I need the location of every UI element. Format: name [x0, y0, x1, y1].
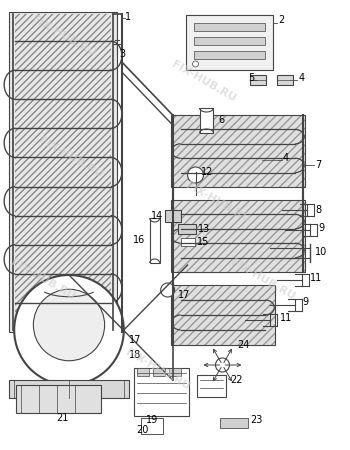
Text: 8: 8	[315, 205, 321, 215]
Bar	[164, 210, 181, 222]
Text: 22: 22	[230, 375, 243, 385]
Bar	[194, 23, 265, 31]
Text: 4: 4	[282, 153, 288, 163]
Bar	[9, 380, 129, 398]
Text: 11: 11	[280, 313, 293, 323]
Text: 7: 7	[315, 160, 321, 170]
Bar	[171, 200, 305, 272]
Bar	[171, 200, 305, 272]
Text: 4: 4	[298, 73, 304, 83]
Bar	[150, 218, 160, 263]
Bar	[177, 224, 196, 234]
Text: FIX-HUB.RU: FIX-HUB.RU	[9, 256, 77, 302]
Text: 6: 6	[218, 115, 225, 125]
Bar	[199, 108, 213, 133]
Text: FIX-HUB.RU: FIX-HUB.RU	[170, 58, 237, 104]
Text: 12: 12	[201, 167, 213, 177]
Text: 2: 2	[278, 15, 285, 25]
Bar	[171, 285, 275, 345]
Circle shape	[216, 358, 230, 372]
Text: 17: 17	[129, 335, 141, 345]
Bar	[250, 75, 266, 85]
Circle shape	[33, 289, 105, 361]
Bar	[194, 37, 265, 45]
Text: 16: 16	[133, 235, 145, 245]
Text: FIX-HUB.RU: FIX-HUB.RU	[124, 346, 192, 392]
Bar	[262, 155, 278, 165]
Bar	[171, 115, 305, 187]
Bar	[171, 200, 305, 272]
Bar	[171, 115, 305, 187]
Bar	[171, 115, 305, 187]
Text: 3: 3	[119, 49, 125, 59]
Text: 21: 21	[56, 413, 68, 423]
Text: 10: 10	[315, 247, 327, 257]
Text: FIX-HUB.RU: FIX-HUB.RU	[184, 180, 251, 225]
Circle shape	[14, 275, 124, 385]
Text: 14: 14	[151, 211, 163, 221]
Text: 9: 9	[302, 297, 308, 307]
Circle shape	[188, 167, 203, 183]
Text: FIX-HUB.RU: FIX-HUB.RU	[30, 14, 98, 58]
Bar	[194, 51, 265, 59]
Bar	[16, 385, 101, 413]
Text: 19: 19	[146, 415, 158, 425]
Text: 23: 23	[250, 415, 263, 425]
Bar	[186, 15, 273, 70]
Text: 15: 15	[197, 237, 209, 247]
Bar	[277, 75, 293, 85]
Bar	[153, 368, 164, 376]
Bar	[134, 368, 189, 416]
Bar	[171, 285, 275, 345]
Text: 20: 20	[136, 425, 148, 435]
Bar	[9, 12, 117, 332]
Text: FIX-HUB.RU: FIX-HUB.RU	[37, 135, 105, 180]
Text: 24: 24	[237, 340, 250, 350]
Text: 17: 17	[177, 290, 190, 300]
Bar	[141, 418, 163, 434]
Circle shape	[161, 283, 175, 297]
Bar	[15, 14, 111, 330]
Bar	[171, 285, 275, 345]
Text: FIX-HUB.RU: FIX-HUB.RU	[229, 256, 296, 302]
Text: 1: 1	[125, 12, 131, 22]
Text: 11: 11	[310, 273, 322, 283]
Bar	[220, 418, 248, 428]
Text: 5: 5	[248, 73, 254, 83]
Bar	[181, 238, 195, 246]
Text: 18: 18	[129, 350, 141, 360]
Bar	[137, 368, 149, 376]
Text: 9: 9	[318, 223, 324, 233]
Bar	[197, 375, 226, 397]
Bar	[169, 368, 181, 376]
Text: 13: 13	[197, 224, 210, 234]
Circle shape	[193, 61, 198, 67]
